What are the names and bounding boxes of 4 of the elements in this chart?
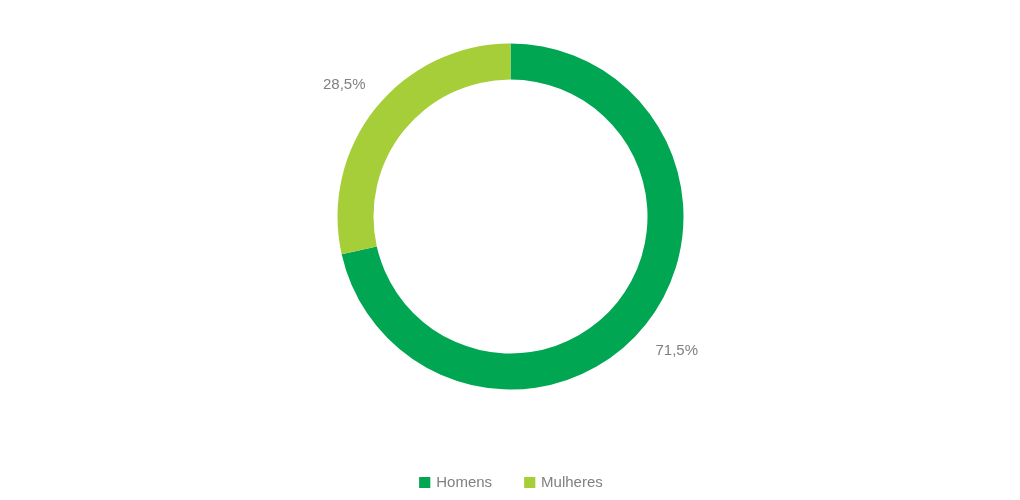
legend-label: Homens: [436, 473, 493, 490]
data-label: 71,5%: [655, 341, 699, 359]
data-label: 28,5%: [323, 74, 366, 92]
legend-label: Mulheres: [541, 473, 603, 490]
